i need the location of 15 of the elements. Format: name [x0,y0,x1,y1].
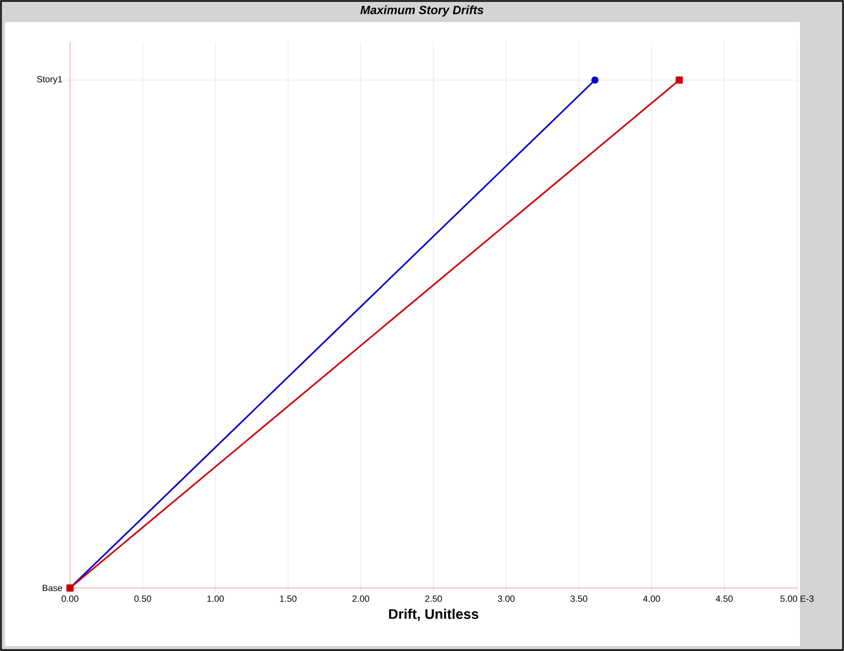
x-tick-label: 2.50 [425,596,442,602]
y-tick-label: Base [42,584,62,592]
x-tick-label: 4.00 [643,596,660,602]
x-tick-label: 4.50 [716,596,733,602]
x-tick-label: 1.50 [280,596,296,602]
y-tick-label: Story1 [36,76,62,84]
x-tick-label: 1.00 [207,596,224,602]
x-tick-label: 3.50 [570,596,588,602]
x-tick-label: 2.00 [352,596,370,602]
chart-title: Maximum Story Drifts [360,5,484,17]
x-tick-label: 0.50 [134,596,152,602]
x-axis-title: Drift, Unitless [389,608,478,621]
x-tick-label: 3.00 [498,596,515,602]
x-tick-label: 0.00 [62,596,78,602]
x-tick-label: 5.00 E-3 [780,596,814,602]
